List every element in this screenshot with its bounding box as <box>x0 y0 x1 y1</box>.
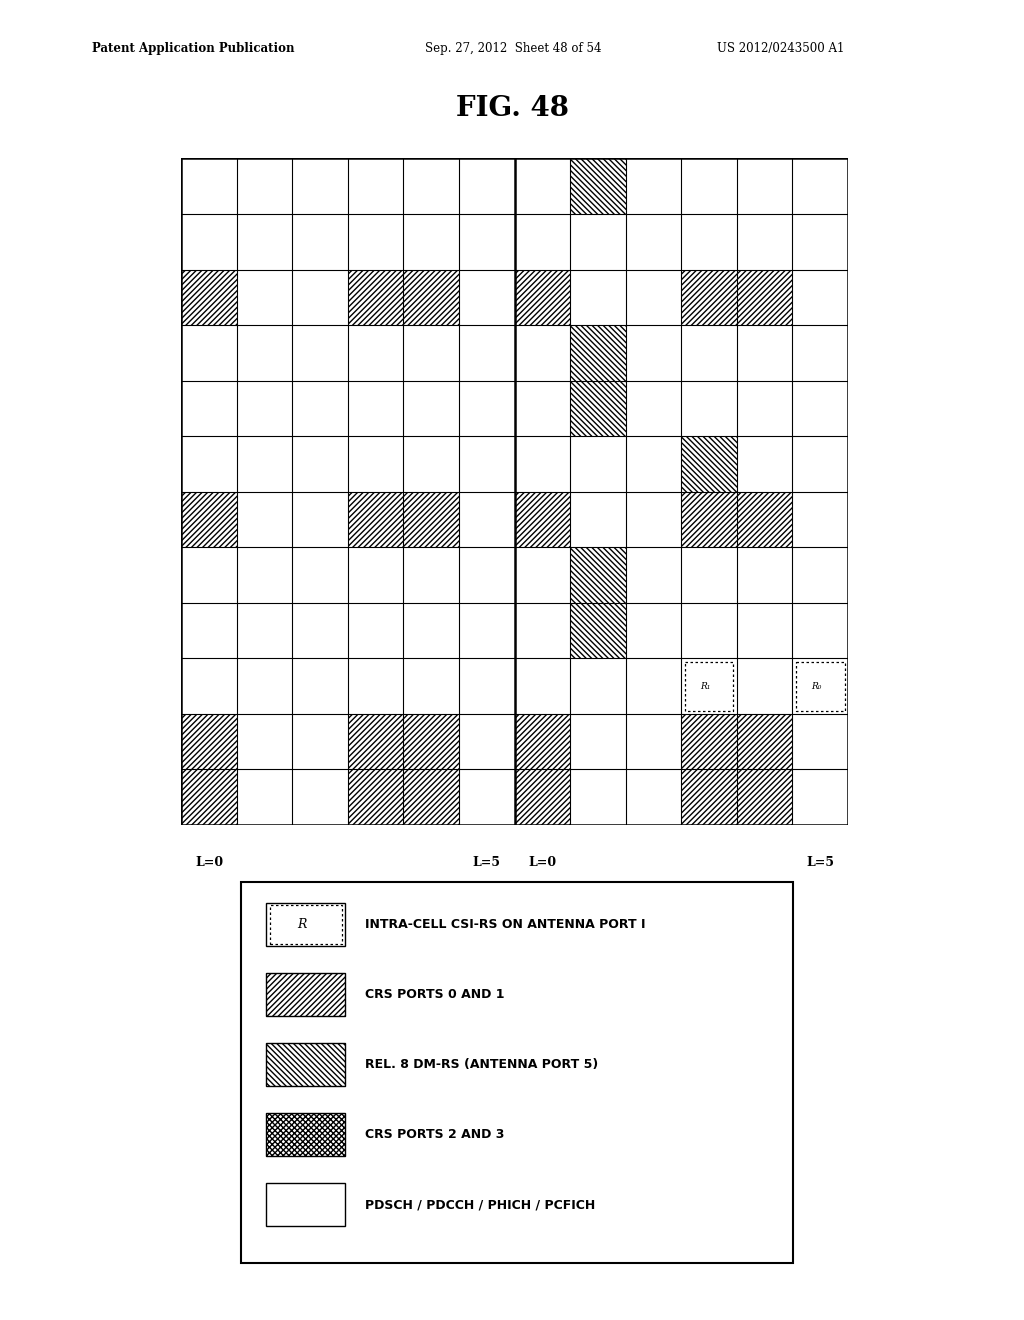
Bar <box>403 770 459 825</box>
Bar <box>570 158 626 214</box>
Bar <box>681 714 736 770</box>
Bar <box>796 661 845 710</box>
Bar <box>266 903 345 946</box>
Bar <box>266 1043 345 1086</box>
Bar <box>570 603 626 659</box>
Bar <box>181 269 237 325</box>
Bar <box>570 325 626 380</box>
Bar <box>514 714 570 770</box>
Bar <box>514 492 570 548</box>
Bar <box>736 269 793 325</box>
Bar <box>681 770 736 825</box>
Bar <box>403 269 459 325</box>
Bar <box>403 492 459 548</box>
Bar <box>681 436 736 492</box>
Bar <box>403 492 459 548</box>
Text: CRS PORTS 2 AND 3: CRS PORTS 2 AND 3 <box>366 1129 505 1142</box>
Bar <box>570 380 626 436</box>
Bar <box>403 714 459 770</box>
Bar <box>266 973 345 1016</box>
Bar <box>514 770 570 825</box>
Bar <box>348 714 403 770</box>
Text: CRS PORTS 0 AND 1: CRS PORTS 0 AND 1 <box>366 989 505 1001</box>
Text: FIG. 48: FIG. 48 <box>456 95 568 121</box>
Bar <box>736 714 793 770</box>
Text: US 2012/0243500 A1: US 2012/0243500 A1 <box>717 42 844 55</box>
Text: L=0: L=0 <box>528 855 556 869</box>
Text: INTRA-CELL CSI-RS ON ANTENNA PORT I: INTRA-CELL CSI-RS ON ANTENNA PORT I <box>366 917 645 931</box>
Bar <box>266 1043 345 1086</box>
Text: REL. 8 DM-RS (ANTENNA PORT 5): REL. 8 DM-RS (ANTENNA PORT 5) <box>366 1059 598 1072</box>
Bar <box>514 770 570 825</box>
Bar <box>266 1113 345 1156</box>
Bar <box>736 714 793 770</box>
Bar <box>514 492 570 548</box>
Bar <box>181 714 237 770</box>
Bar <box>681 269 736 325</box>
Text: R₀: R₀ <box>812 681 822 690</box>
Bar <box>403 714 459 770</box>
Text: Patent Application Publication: Patent Application Publication <box>92 42 295 55</box>
Bar <box>514 714 570 770</box>
Bar <box>736 269 793 325</box>
Bar <box>570 325 626 380</box>
Bar <box>684 661 733 710</box>
Bar <box>348 269 403 325</box>
Text: L=5: L=5 <box>473 855 501 869</box>
Bar <box>736 770 793 825</box>
Bar <box>514 269 570 325</box>
Bar <box>681 436 736 492</box>
Bar <box>348 770 403 825</box>
Text: R₁: R₁ <box>700 681 711 690</box>
Bar <box>348 492 403 548</box>
Bar <box>736 770 793 825</box>
Bar <box>570 158 626 214</box>
Bar <box>736 492 793 548</box>
Bar <box>181 714 237 770</box>
Bar <box>681 269 736 325</box>
Bar <box>403 269 459 325</box>
Bar <box>570 548 626 603</box>
Bar <box>181 269 237 325</box>
Bar <box>181 492 237 548</box>
Bar <box>570 380 626 436</box>
Bar <box>681 770 736 825</box>
Bar <box>403 770 459 825</box>
Bar <box>181 492 237 548</box>
Bar <box>348 770 403 825</box>
Bar <box>348 714 403 770</box>
Bar <box>181 770 237 825</box>
Bar <box>514 269 570 325</box>
Bar <box>348 269 403 325</box>
Bar <box>266 1184 345 1226</box>
Bar <box>266 973 345 1016</box>
Bar <box>570 603 626 659</box>
Text: L=5: L=5 <box>806 855 835 869</box>
Bar <box>736 492 793 548</box>
Bar <box>793 659 848 714</box>
Text: L=0: L=0 <box>195 855 223 869</box>
Bar <box>570 548 626 603</box>
Bar <box>348 492 403 548</box>
Text: PDSCH / PDCCH / PHICH / PCFICH: PDSCH / PDCCH / PHICH / PCFICH <box>366 1199 595 1212</box>
Bar <box>270 906 342 944</box>
Bar <box>266 1113 345 1156</box>
Bar <box>681 492 736 548</box>
Bar <box>681 714 736 770</box>
Text: R: R <box>297 917 306 931</box>
Bar <box>681 492 736 548</box>
Bar <box>181 770 237 825</box>
Text: Sep. 27, 2012  Sheet 48 of 54: Sep. 27, 2012 Sheet 48 of 54 <box>425 42 601 55</box>
Bar <box>681 659 736 714</box>
